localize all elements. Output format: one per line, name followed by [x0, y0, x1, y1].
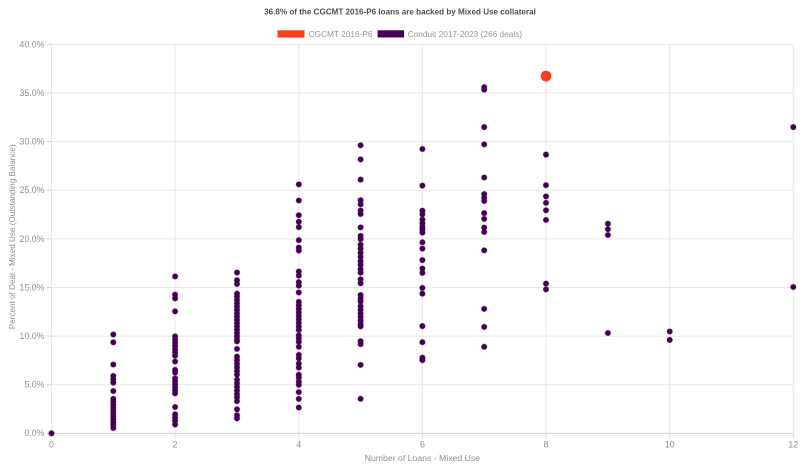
- svg-text:5.0%: 5.0%: [24, 380, 44, 390]
- svg-text:10.0%: 10.0%: [20, 331, 45, 341]
- svg-text:15.0%: 15.0%: [20, 282, 45, 292]
- svg-text:CGCMT 2016-P6: CGCMT 2016-P6: [309, 29, 373, 39]
- svg-text:8: 8: [544, 439, 549, 449]
- svg-text:12: 12: [788, 439, 798, 449]
- svg-text:10: 10: [665, 439, 675, 449]
- svg-text:4: 4: [296, 439, 301, 449]
- svg-text:25.0%: 25.0%: [20, 185, 45, 195]
- svg-text:20.0%: 20.0%: [20, 234, 45, 244]
- svg-text:Conduit 2017-2023 (266 deals): Conduit 2017-2023 (266 deals): [408, 29, 523, 39]
- svg-text:2: 2: [173, 439, 178, 449]
- svg-text:40.0%: 40.0%: [20, 39, 45, 49]
- svg-text:Percent of Deal - Mixed Use (O: Percent of Deal - Mixed Use (Outstanding…: [8, 144, 17, 329]
- svg-text:6: 6: [420, 439, 425, 449]
- svg-text:Number of Loans - Mixed Use: Number of Loans - Mixed Use: [365, 453, 481, 463]
- svg-text:0: 0: [49, 439, 54, 449]
- svg-text:0.0%: 0.0%: [24, 428, 44, 438]
- svg-text:35.0%: 35.0%: [20, 88, 45, 98]
- svg-text:30.0%: 30.0%: [20, 137, 45, 147]
- svg-text:36.8% of the CGCMT 2016-P6 loa: 36.8% of the CGCMT 2016-P6 loans are bac…: [264, 8, 536, 17]
